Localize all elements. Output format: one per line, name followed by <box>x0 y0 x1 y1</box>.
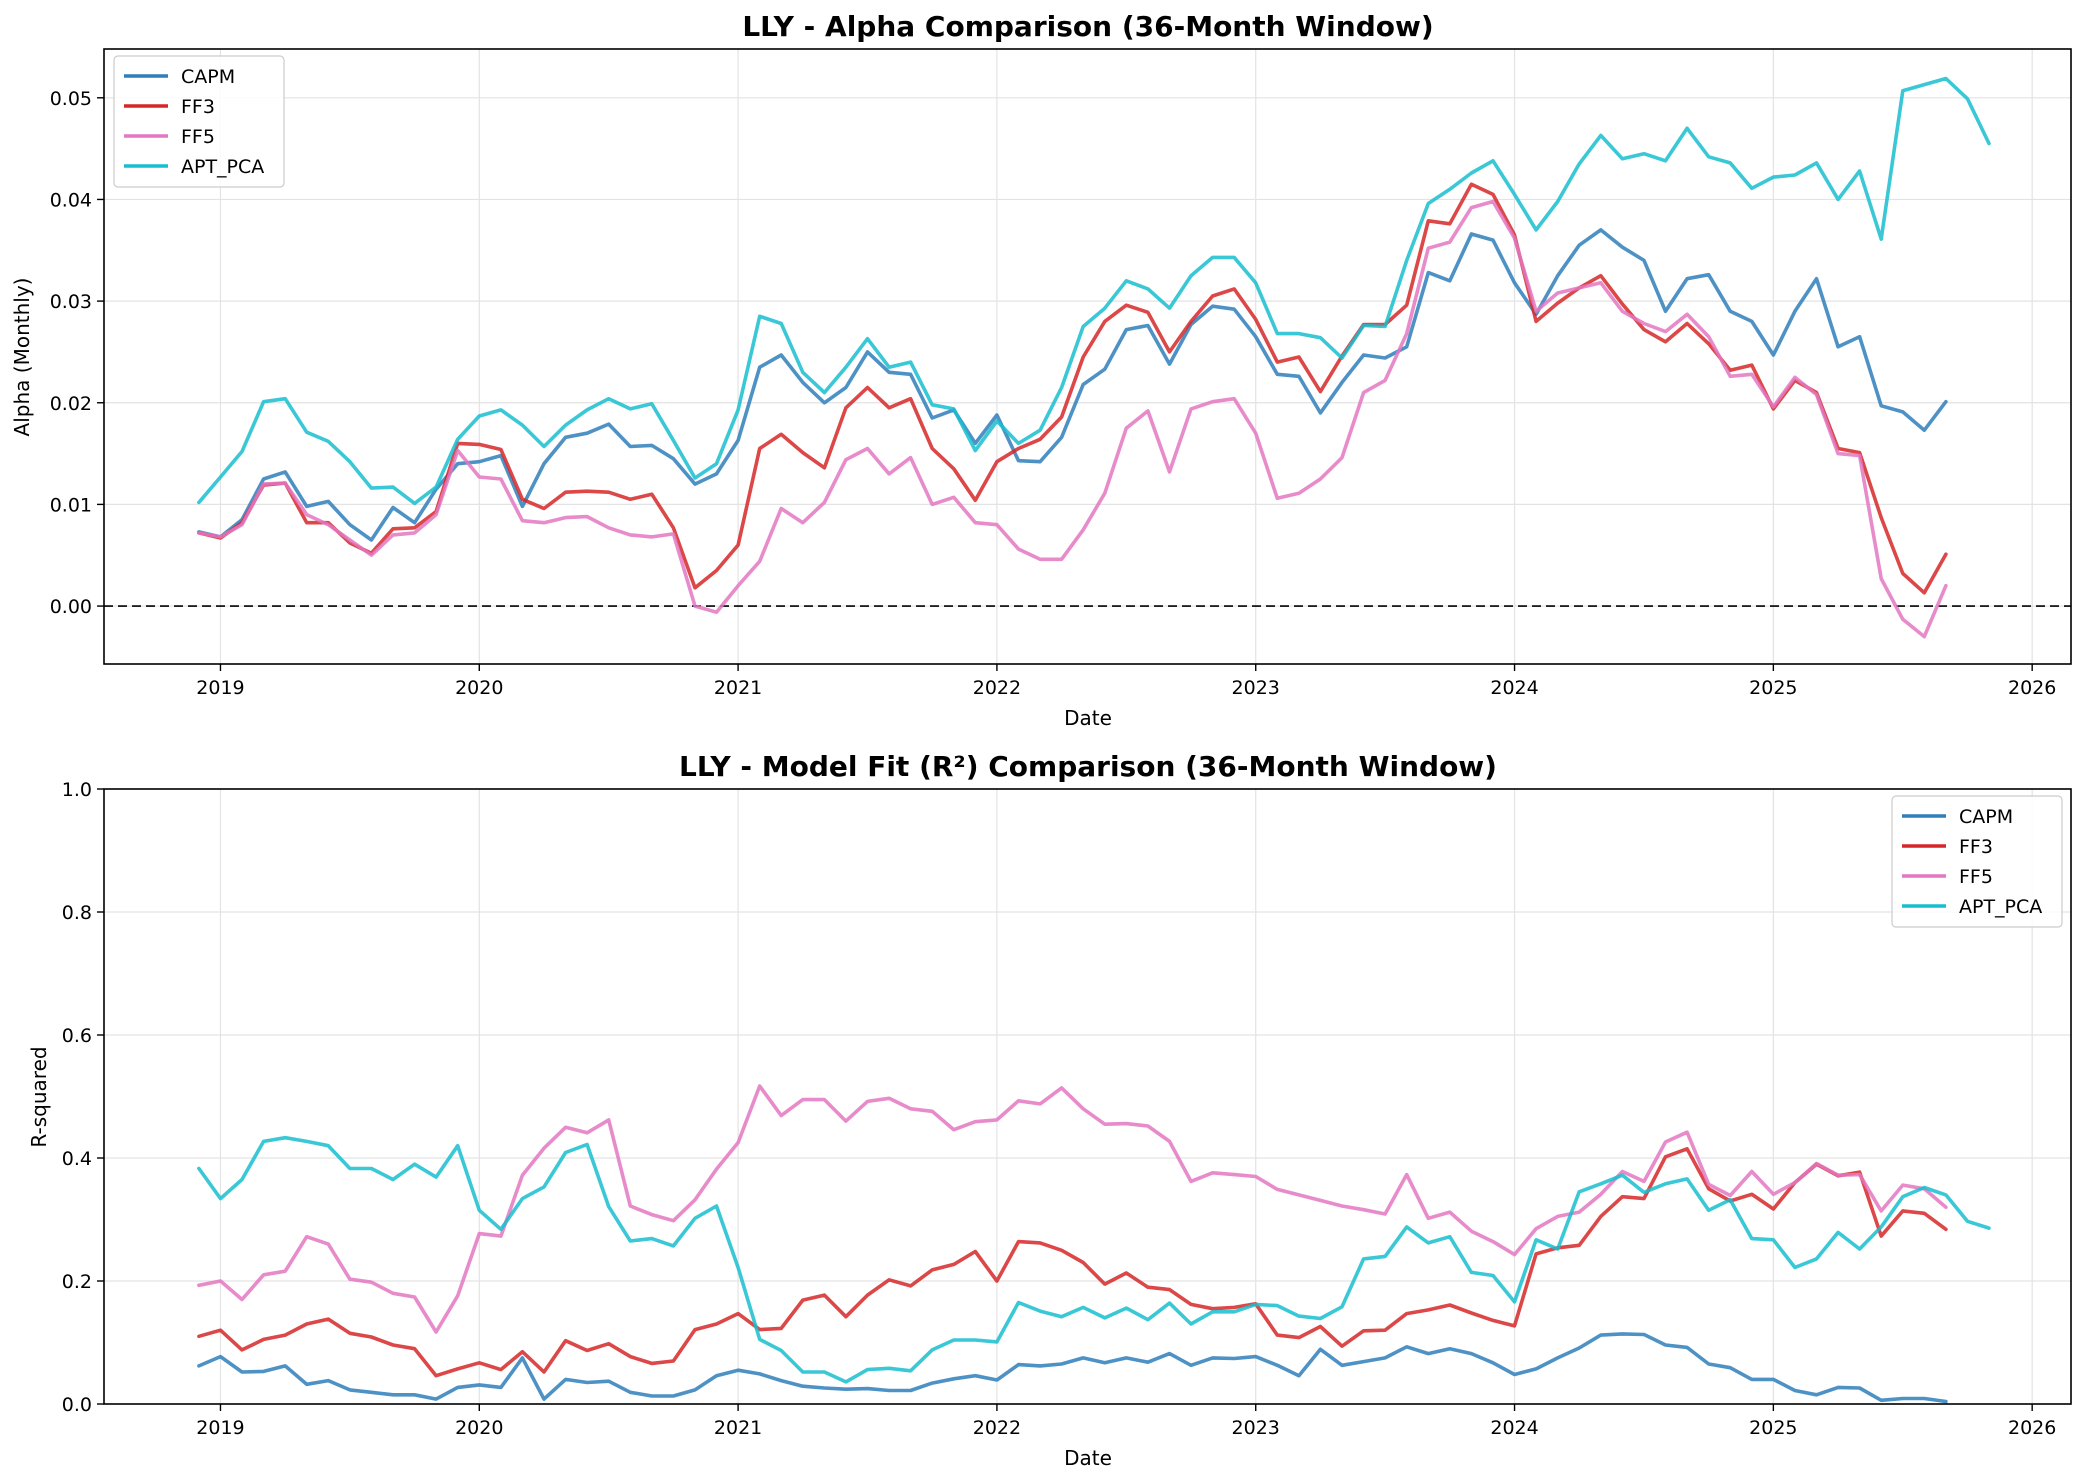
rsquared-x-tick-label: 2019 <box>196 1417 244 1439</box>
rsquared-x-tick-label: 2021 <box>714 1417 762 1439</box>
rsquared-chart-title: LLY - Model Fit (R²) Comparison (36-Mont… <box>679 750 1497 783</box>
alpha-y-tick-label: 0.02 <box>50 393 92 415</box>
rsquared-series-ff3 <box>197 1147 1948 1378</box>
alpha-x-tick-label: 2026 <box>2008 677 2056 699</box>
rsquared-series-lines <box>197 1084 1991 1404</box>
rsquared-y-tick-label: 0.0 <box>62 1394 92 1416</box>
rsquared-series-apt-pca <box>197 1135 1991 1384</box>
rsquared-legend-box <box>1891 795 2063 928</box>
rsquared-legend-label-capm: CAPM <box>1959 806 2013 828</box>
alpha-x-tick-label: 2023 <box>1232 677 1280 699</box>
rsquared-chart: LLY - Model Fit (R²) Comparison (36-Mont… <box>27 750 2072 1470</box>
alpha-y-ticks: 0.00 0.01 0.02 0.03 0.04 0.05 <box>50 88 104 618</box>
alpha-legend-box <box>113 55 285 188</box>
rsquared-legend-label-ff5: FF5 <box>1959 866 1993 888</box>
alpha-x-tick-label: 2021 <box>714 677 762 699</box>
alpha-legend-label-capm: CAPM <box>181 66 235 88</box>
alpha-x-axis-label: Date <box>1064 706 1112 730</box>
alpha-x-ticks: 2019 2020 2021 2022 2023 2024 2025 2026 <box>196 664 2056 699</box>
rsquared-y-tick-label: 0.6 <box>62 1025 92 1047</box>
alpha-plot-frame <box>103 48 2072 665</box>
alpha-x-tick-label: 2019 <box>196 677 244 699</box>
alpha-chart-title: LLY - Alpha Comparison (36-Month Window) <box>742 10 1433 43</box>
alpha-series-capm <box>197 228 1948 542</box>
rsquared-x-tick-label: 2025 <box>1749 1417 1797 1439</box>
rsquared-y-axis-label: R-squared <box>27 1046 51 1147</box>
rsquared-x-tick-label: 2023 <box>1232 1417 1280 1439</box>
alpha-y-tick-label: 0.00 <box>50 596 92 618</box>
alpha-x-tick-label: 2024 <box>1490 677 1538 699</box>
alpha-legend-label-apt-pca: APT_PCA <box>181 156 264 178</box>
rsquared-legend-label-apt-pca: APT_PCA <box>1959 896 2042 918</box>
rsquared-y-tick-label: 0.2 <box>62 1271 92 1293</box>
rsquared-y-tick-label: 1.0 <box>62 779 92 801</box>
alpha-y-tick-label: 0.01 <box>50 494 92 516</box>
alpha-legend-label-ff3: FF3 <box>181 96 215 118</box>
rsquared-x-tick-label: 2024 <box>1490 1417 1538 1439</box>
rsquared-plot-frame <box>103 788 2072 1405</box>
alpha-series-lines <box>197 76 1991 639</box>
rsquared-series-capm <box>197 1332 1948 1404</box>
rsquared-legend-label-ff3: FF3 <box>1959 836 1993 858</box>
rsquared-y-tick-label: 0.4 <box>62 1148 92 1170</box>
rsquared-x-axis-label: Date <box>1064 1446 1112 1470</box>
alpha-x-tick-label: 2025 <box>1749 677 1797 699</box>
rsquared-series-ff5 <box>197 1084 1948 1334</box>
alpha-series-ff3 <box>197 182 1948 595</box>
rsquared-legend: CAPM FF3 FF5 APT_PCA <box>1891 795 2063 928</box>
alpha-series-apt-pca <box>197 76 1991 506</box>
rsquared-y-ticks: 0.0 0.2 0.4 0.6 0.8 1.0 <box>62 779 104 1416</box>
rsquared-x-ticks: 2019 2020 2021 2022 2023 2024 2025 2026 <box>196 1404 2056 1439</box>
alpha-legend: CAPM FF3 FF5 APT_PCA <box>113 55 285 188</box>
alpha-chart: LLY - Alpha Comparison (36-Month Window)… <box>10 10 2072 730</box>
alpha-y-tick-label: 0.03 <box>50 291 92 313</box>
alpha-y-axis-label: Alpha (Monthly) <box>10 278 34 437</box>
rsquared-x-tick-label: 2026 <box>2008 1417 2056 1439</box>
alpha-x-tick-label: 2020 <box>455 677 503 699</box>
rsquared-y-tick-label: 0.8 <box>62 902 92 924</box>
rsquared-x-tick-label: 2022 <box>973 1417 1021 1439</box>
alpha-legend-label-ff5: FF5 <box>181 126 215 148</box>
alpha-y-tick-label: 0.04 <box>50 189 92 211</box>
alpha-series-ff5 <box>197 199 1948 639</box>
alpha-x-tick-label: 2022 <box>973 677 1021 699</box>
alpha-y-tick-label: 0.05 <box>50 88 92 110</box>
rsquared-x-tick-label: 2020 <box>455 1417 503 1439</box>
